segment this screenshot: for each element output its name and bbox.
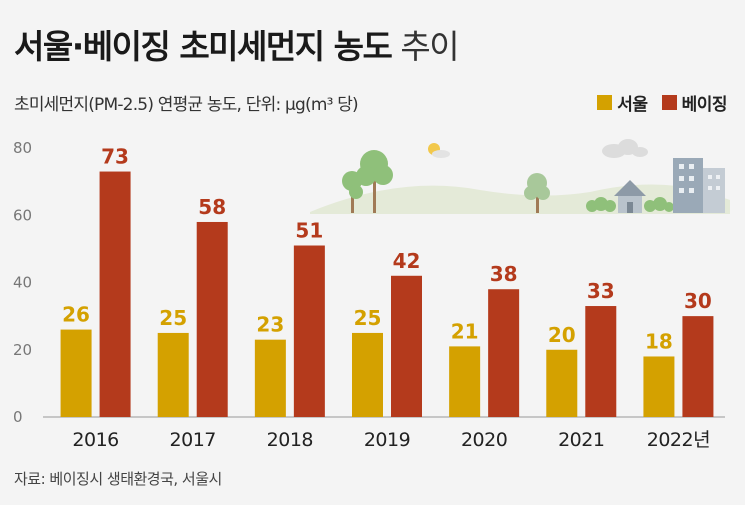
data-label-beijing: 73: [101, 145, 129, 169]
chart-title: 서울·베이징 초미세먼지 농도 추이: [14, 20, 460, 68]
title-main: 서울·베이징 초미세먼지 농도: [14, 27, 393, 66]
bar-seoul: [254, 339, 286, 417]
legend-item-seoul: 서울: [597, 90, 648, 115]
cloud-icon: [602, 139, 648, 158]
legend-item-beijing: 베이징: [661, 90, 728, 115]
data-label-beijing: 38: [490, 262, 518, 286]
data-label-seoul: 25: [159, 306, 187, 330]
bar-beijing: [682, 316, 714, 417]
data-label-beijing: 33: [587, 279, 615, 303]
bar-beijing: [585, 306, 617, 417]
tree-icon: [342, 150, 393, 213]
bar-beijing: [99, 171, 131, 417]
legend-label-beijing: 베이징: [681, 95, 728, 115]
data-label-beijing: 51: [295, 219, 323, 243]
data-label-seoul: 20: [548, 323, 576, 347]
data-label-seoul: 23: [256, 313, 284, 337]
bar-beijing: [293, 245, 325, 417]
data-label-seoul: 21: [451, 319, 479, 343]
y-tick-label: 40: [13, 274, 32, 292]
sun-icon: [428, 143, 450, 158]
bar-seoul: [157, 332, 189, 417]
legend-label-seoul: 서울: [617, 95, 648, 115]
house-icon: [614, 180, 646, 213]
title-suffix: 추이: [400, 27, 459, 66]
x-tick-label: 2022년: [647, 429, 710, 451]
x-tick-label: 2016: [72, 429, 118, 451]
bar-seoul: [643, 356, 675, 417]
legend-swatch-seoul: [597, 95, 613, 110]
data-label-seoul: 25: [354, 306, 382, 330]
data-label-seoul: 26: [62, 303, 90, 327]
source-note: 자료: 베이징시 생태환경국, 서울시: [14, 470, 222, 488]
data-label-beijing: 42: [393, 249, 421, 273]
tree-icon: [524, 173, 550, 213]
landscape-illustration: [310, 139, 730, 214]
y-tick-label: 20: [13, 341, 32, 359]
plot-area: 0204060802673201625582017235120182542201…: [13, 139, 725, 451]
bar-seoul: [352, 332, 383, 417]
bar-beijing: [391, 275, 422, 417]
x-tick-label: 2020: [461, 429, 507, 451]
legend-swatch-beijing: [661, 95, 677, 110]
data-label-seoul: 18: [645, 329, 673, 353]
x-tick-label: 2019: [364, 429, 410, 451]
chart-subtitle: 초미세먼지(PM-2.5) 연평균 농도, 단위: μg(m³ 당): [14, 95, 359, 115]
bar-seoul: [60, 329, 92, 417]
data-label-beijing: 58: [198, 195, 226, 219]
bar-seoul: [546, 349, 578, 417]
x-tick-label: 2017: [170, 429, 216, 451]
x-tick-label: 2021: [558, 429, 604, 451]
y-tick-label: 0: [13, 408, 23, 426]
legend: 서울 베이징: [597, 90, 728, 115]
bar-seoul: [449, 346, 481, 417]
y-tick-label: 80: [13, 139, 32, 157]
data-label-beijing: 30: [684, 289, 712, 313]
bar-beijing: [488, 289, 520, 417]
y-tick-label: 60: [13, 206, 32, 224]
x-tick-label: 2018: [267, 429, 313, 451]
bush-icon: [586, 197, 674, 212]
bar-beijing: [196, 221, 228, 417]
building-icon: [673, 158, 725, 213]
